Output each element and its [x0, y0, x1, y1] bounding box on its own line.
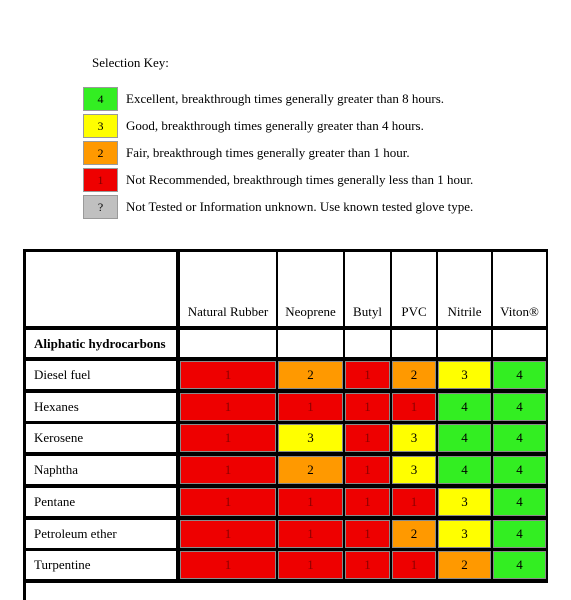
category-empty-cell — [392, 330, 436, 357]
column-header: Butyl — [345, 252, 390, 326]
column-header-label: Neoprene — [285, 304, 336, 319]
column-header: Viton® — [493, 252, 546, 326]
header-empty-cell — [26, 252, 176, 326]
column-header-label: PVC — [401, 304, 427, 319]
rating-cell: 1 — [180, 488, 276, 516]
rating-cell: 1 — [278, 488, 343, 516]
rating-cell: 1 — [278, 393, 343, 421]
rating-cell: 1 — [345, 488, 390, 516]
rating-cell: 4 — [493, 551, 546, 579]
rating-cell: 1 — [278, 520, 343, 548]
rating-cell: 2 — [392, 520, 436, 548]
rating-cell: 1 — [345, 361, 390, 389]
key-swatch: 4 — [83, 87, 118, 111]
rating-cell: 1 — [278, 551, 343, 579]
rating-cell: 3 — [438, 361, 491, 389]
category-empty-cell — [438, 330, 491, 357]
category-label: Aliphatic hydrocarbons — [26, 330, 176, 357]
rating-cell: 1 — [392, 393, 436, 421]
rating-cell: 3 — [438, 520, 491, 548]
category-empty-cell — [493, 330, 546, 357]
rating-cell: 1 — [345, 551, 390, 579]
rating-cell: 1 — [180, 551, 276, 579]
rating-cell: 1 — [180, 520, 276, 548]
category-empty-cell — [180, 330, 276, 357]
rating-cell: 2 — [278, 361, 343, 389]
rating-cell: 4 — [493, 393, 546, 421]
rating-cell: 4 — [493, 424, 546, 452]
chemical-name: Diesel fuel — [26, 361, 176, 389]
column-header-label: Butyl — [353, 304, 382, 319]
rating-cell: 1 — [180, 456, 276, 484]
category-empty-cell — [278, 330, 343, 357]
rating-cell: 4 — [438, 456, 491, 484]
rating-cell: 1 — [180, 393, 276, 421]
rating-cell: 1 — [180, 361, 276, 389]
rating-cell: 2 — [278, 456, 343, 484]
rating-cell: 4 — [493, 488, 546, 516]
category-empty-cell — [345, 330, 390, 357]
rating-cell: 1 — [392, 551, 436, 579]
chemical-name: Turpentine — [26, 551, 176, 579]
chemical-name: Kerosene — [26, 424, 176, 452]
key-item: 4 Excellent, breakthrough times generally… — [83, 87, 444, 111]
key-item: 1 Not Recommended, breakthrough times gen… — [83, 168, 473, 192]
rating-cell: 3 — [278, 424, 343, 452]
rating-cell: 3 — [392, 456, 436, 484]
key-swatch: 3 — [83, 114, 118, 138]
rating-cell: 2 — [438, 551, 491, 579]
rating-cell: 2 — [392, 361, 436, 389]
key-item: 3 Good, breakthrough times generally grea… — [83, 114, 424, 138]
rating-cell: 4 — [438, 424, 491, 452]
key-description: Excellent, breakthrough times generally … — [126, 91, 445, 106]
rating-cell: 4 — [493, 520, 546, 548]
rating-cell: 1 — [345, 424, 390, 452]
table-continuation-row — [26, 583, 548, 600]
column-header-label: Nitrile — [447, 304, 482, 319]
chemical-name: Naphtha — [26, 456, 176, 484]
rating-cell: 1 — [345, 520, 390, 548]
key-description: Fair, breakthrough times generally great… — [126, 145, 410, 160]
rating-cell: 4 — [493, 361, 546, 389]
glove-compatibility-table: Natural Rubber Neoprene Butyl PVC Nitrile Vit… — [23, 249, 548, 600]
key-swatch: ? — [83, 195, 118, 219]
selection-key-title: Selection Key: — [92, 55, 169, 70]
chemical-name: Petroleum ether — [26, 520, 176, 548]
column-header-label: Natural Rubber — [187, 304, 269, 319]
column-header: Nitrile — [438, 252, 491, 326]
column-header-label: Viton® — [500, 304, 539, 319]
chemical-name: Hexanes — [26, 393, 176, 421]
key-description: Not Recommended, breakthrough times gene… — [126, 172, 474, 187]
key-swatch: 1 — [83, 168, 118, 192]
key-description: Good, breakthrough times generally great… — [126, 118, 424, 133]
column-header: PVC — [392, 252, 436, 326]
column-header: Natural Rubber — [180, 252, 276, 326]
rating-cell: 4 — [438, 393, 491, 421]
rating-cell: 1 — [345, 393, 390, 421]
rating-cell: 4 — [493, 456, 546, 484]
column-header: Neoprene — [278, 252, 343, 326]
key-item: 2 Fair, breakthrough times generally grea… — [83, 141, 410, 165]
rating-cell: 1 — [345, 456, 390, 484]
rating-cell: 3 — [438, 488, 491, 516]
key-swatch: 2 — [83, 141, 118, 165]
chemical-name: Pentane — [26, 488, 176, 516]
rating-cell: 1 — [392, 488, 436, 516]
rating-cell: 3 — [392, 424, 436, 452]
key-description: Not Tested or Information unknown. Use k… — [126, 199, 474, 214]
rating-cell: 1 — [180, 424, 276, 452]
key-item: ? Not Tested or Information unknown. Use … — [83, 195, 473, 219]
